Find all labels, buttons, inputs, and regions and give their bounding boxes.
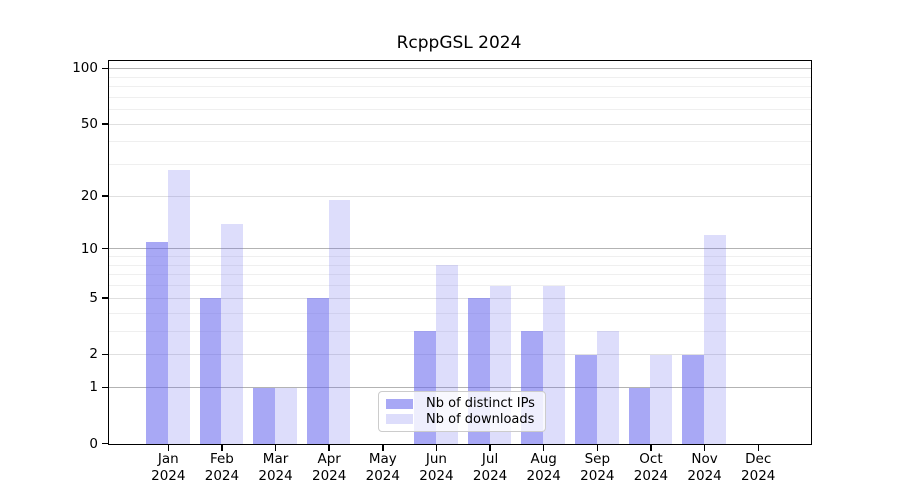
gridline-10 — [109, 248, 811, 250]
bar-distinct-ips-jan — [146, 241, 168, 444]
x-tick-label-feb: Feb 2024 — [204, 451, 240, 484]
x-tick-label-apr: Apr 2024 — [312, 451, 347, 484]
x-tick-sep — [596, 444, 599, 451]
y-tick-label-1: 1 — [89, 379, 98, 396]
legend-swatch-distinct-ips — [386, 398, 413, 409]
bar-distinct-ips-sep — [575, 354, 597, 444]
y-tick-5 — [101, 297, 109, 299]
y-tick-label-5: 5 — [89, 290, 98, 307]
x-tick-dec — [757, 444, 759, 451]
x-tick-nov — [703, 444, 706, 451]
legend-label-downloads: Nb of downloads — [426, 411, 535, 427]
bar-downloads-nov — [704, 235, 726, 444]
gridline-50 — [109, 123, 811, 125]
y-tick-100 — [101, 67, 109, 70]
gridline-60 — [109, 109, 811, 111]
x-tick-jan — [167, 444, 169, 451]
y-tick-label-0: 0 — [89, 435, 98, 452]
legend: Nb of distinct IPs Nb of downloads — [378, 391, 546, 432]
bar-downloads-feb — [221, 223, 244, 444]
plot-area — [108, 60, 812, 445]
y-tick-label-2: 2 — [89, 346, 98, 363]
gridline-30 — [109, 164, 811, 166]
gridline-70 — [109, 96, 811, 98]
x-tick-label-dec: Dec 2024 — [741, 451, 776, 484]
y-tick-label-10: 10 — [80, 240, 98, 257]
x-tick-label-oct: Oct 2024 — [633, 451, 669, 484]
y-tick-label-20: 20 — [80, 188, 98, 205]
bar-distinct-ips-nov — [682, 354, 705, 444]
bar-downloads-aug — [543, 285, 565, 444]
x-tick-label-jun: Jun 2024 — [419, 451, 454, 484]
x-tick-label-sep: Sep 2024 — [580, 451, 615, 484]
bar-downloads-jan — [167, 170, 190, 444]
x-tick-mar — [274, 444, 277, 451]
x-tick-label-jan: Jan 2024 — [151, 451, 186, 484]
gridline-6 — [109, 285, 811, 287]
bar-downloads-oct — [650, 354, 673, 444]
y-tick-50 — [101, 123, 109, 125]
y-tick-0 — [101, 443, 109, 445]
bar-distinct-ips-apr — [306, 298, 329, 444]
gridline-8 — [109, 264, 811, 266]
bar-downloads-sep — [596, 331, 619, 444]
gridline-40 — [109, 141, 811, 143]
gridline-7 — [109, 274, 811, 276]
bar-distinct-ips-oct — [628, 387, 651, 444]
gridline-4 — [109, 312, 811, 314]
x-tick-label-may: May 2024 — [365, 451, 400, 484]
legend-item-distinct-ips: Nb of distinct IPs — [386, 396, 537, 412]
y-tick-1 — [101, 386, 109, 389]
legend-swatch-downloads — [386, 414, 413, 425]
gridline-20 — [109, 195, 811, 197]
bar-distinct-ips-feb — [199, 298, 222, 444]
x-tick-label-mar: Mar 2024 — [258, 451, 293, 484]
x-tick-jul — [489, 444, 491, 451]
legend-item-downloads: Nb of downloads — [386, 412, 537, 428]
y-tick-10 — [101, 248, 109, 250]
y-tick-2 — [101, 353, 109, 356]
gridline-90 — [109, 76, 811, 78]
gridline-1 — [109, 387, 811, 389]
chart-title: RcppGSL 2024 — [396, 33, 522, 53]
gridline-2 — [109, 354, 811, 356]
x-tick-label-nov: Nov 2024 — [687, 451, 722, 484]
bar-downloads-mar — [275, 387, 297, 444]
x-tick-may — [382, 444, 384, 451]
gridline-100 — [109, 68, 811, 70]
y-tick-label-100: 100 — [72, 60, 98, 77]
x-tick-apr — [328, 444, 330, 451]
x-tick-jun — [435, 444, 438, 451]
gridline-80 — [109, 86, 811, 88]
y-tick-20 — [101, 195, 109, 197]
gridline-9 — [109, 256, 811, 258]
gridline-5 — [109, 297, 811, 299]
legend-label-distinct-ips: Nb of distinct IPs — [426, 396, 535, 412]
x-tick-oct — [650, 444, 652, 451]
x-tick-label-aug: Aug 2024 — [526, 451, 561, 484]
bar-distinct-ips-mar — [253, 387, 276, 444]
x-tick-feb — [221, 444, 223, 451]
x-tick-aug — [543, 444, 545, 451]
gridline-3 — [109, 330, 811, 332]
x-tick-label-jul: Jul 2024 — [472, 451, 508, 484]
bar-downloads-apr — [328, 200, 351, 444]
y-tick-label-50: 50 — [80, 115, 98, 132]
